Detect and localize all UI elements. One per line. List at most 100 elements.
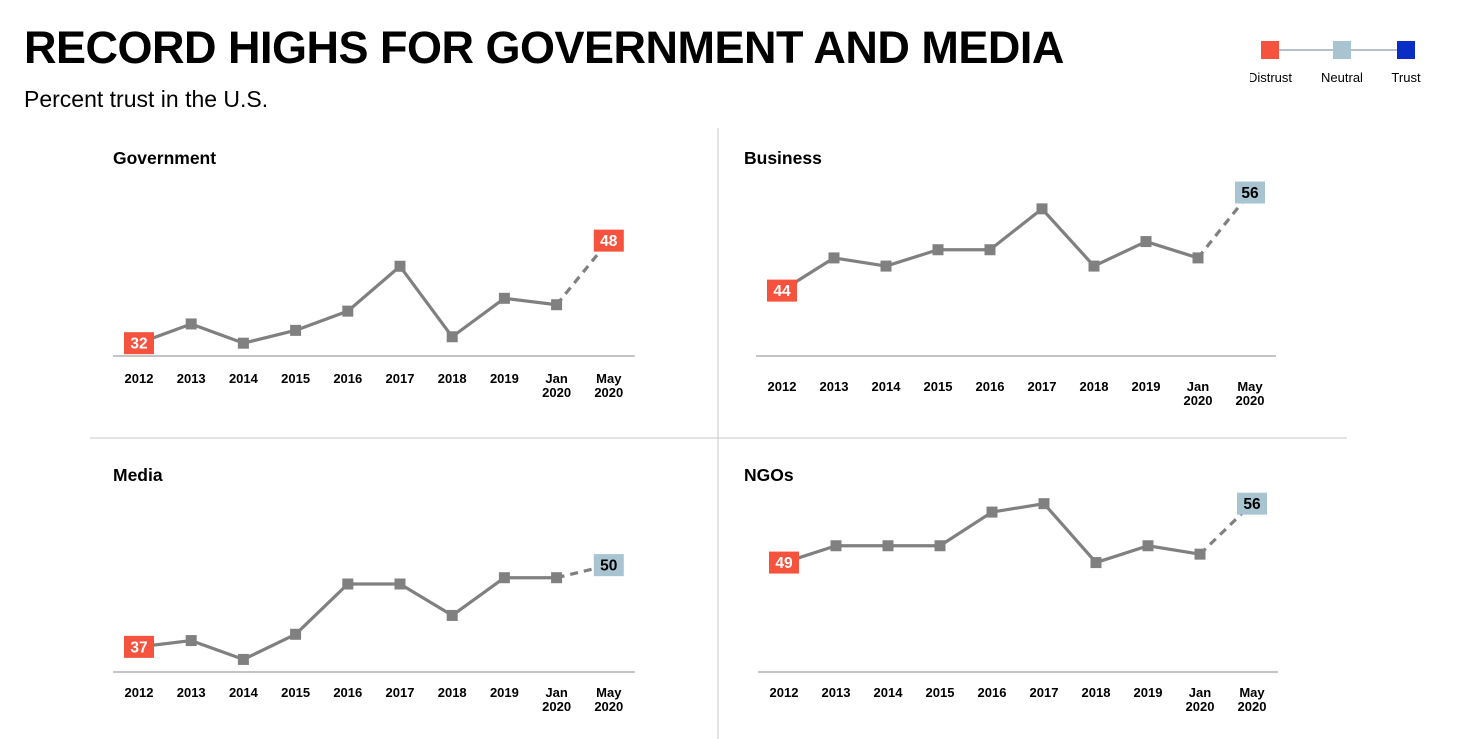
x-tick-label: Jan bbox=[545, 371, 567, 386]
x-tick-label: 2020 bbox=[594, 699, 623, 714]
data-point bbox=[498, 292, 510, 304]
series-line bbox=[138, 264, 557, 345]
x-tick-label: Jan bbox=[1189, 685, 1211, 700]
data-label: 48 bbox=[600, 233, 618, 250]
data-point bbox=[882, 540, 894, 552]
x-tick-label: 2019 bbox=[1134, 685, 1163, 700]
x-tick-label: 2020 bbox=[1186, 699, 1215, 714]
x-tick-label: 2013 bbox=[820, 379, 849, 394]
x-tick-label: 2018 bbox=[438, 685, 467, 700]
x-tick-label: 2019 bbox=[490, 371, 519, 386]
x-tick-label: May bbox=[1239, 685, 1265, 700]
data-point bbox=[394, 578, 406, 590]
data-point bbox=[1140, 236, 1152, 248]
chart-title: NGOs bbox=[744, 465, 794, 485]
data-point bbox=[185, 635, 197, 647]
data-label: 44 bbox=[773, 283, 791, 300]
x-tick-label: 2014 bbox=[229, 371, 259, 386]
data-label-box bbox=[1235, 181, 1265, 204]
data-label: 32 bbox=[130, 336, 147, 353]
data-label: 49 bbox=[775, 555, 793, 572]
x-tick-label: 2018 bbox=[1080, 379, 1109, 394]
data-point bbox=[1038, 498, 1050, 510]
data-point bbox=[446, 331, 458, 343]
data-label: 56 bbox=[1243, 496, 1261, 513]
data-label: 37 bbox=[130, 639, 147, 656]
data-label: 50 bbox=[600, 558, 617, 575]
series-line bbox=[138, 576, 557, 662]
x-tick-label: 2016 bbox=[978, 685, 1007, 700]
x-tick-label: 2020 bbox=[542, 699, 571, 714]
x-tick-label: 2014 bbox=[872, 379, 902, 394]
data-point bbox=[986, 506, 998, 518]
data-point bbox=[498, 572, 510, 584]
x-tick-label: 2015 bbox=[926, 685, 955, 700]
x-tick-label: 2012 bbox=[770, 685, 799, 700]
x-tick-label: 2020 bbox=[1184, 393, 1213, 408]
x-tick-label: May bbox=[596, 371, 622, 386]
x-tick-label: May bbox=[1237, 379, 1263, 394]
x-tick-label: 2015 bbox=[281, 685, 310, 700]
x-tick-label: 2012 bbox=[125, 685, 154, 700]
data-point bbox=[1090, 557, 1102, 569]
data-point bbox=[237, 653, 249, 665]
data-point bbox=[1036, 203, 1048, 215]
x-tick-label: 2015 bbox=[281, 371, 310, 386]
x-tick-label: 2018 bbox=[438, 371, 467, 386]
legend-swatch-distrust bbox=[1261, 41, 1279, 59]
data-point bbox=[1194, 548, 1206, 560]
data-label-box bbox=[124, 332, 154, 355]
data-point bbox=[342, 578, 354, 590]
chart-title: Business bbox=[744, 148, 822, 168]
x-tick-label: 2020 bbox=[1236, 393, 1265, 408]
x-tick-label: 2012 bbox=[125, 371, 154, 386]
data-point bbox=[1142, 540, 1154, 552]
legend: Distrust Neutral Trust bbox=[1250, 41, 1421, 85]
data-point bbox=[880, 260, 892, 272]
legend-swatch-trust bbox=[1397, 41, 1415, 59]
chart-title: Media bbox=[113, 465, 163, 485]
data-label-box bbox=[593, 554, 624, 577]
x-tick-label: 2020 bbox=[542, 385, 571, 400]
data-point bbox=[290, 628, 302, 640]
data-point bbox=[237, 337, 249, 349]
x-tick-label: 2013 bbox=[822, 685, 851, 700]
data-point bbox=[290, 324, 302, 336]
data-point bbox=[185, 318, 197, 330]
x-tick-label: Jan bbox=[545, 685, 567, 700]
page-subtitle: Percent trust in the U.S. bbox=[24, 86, 269, 112]
data-point bbox=[934, 540, 946, 552]
data-point bbox=[828, 252, 840, 264]
x-tick-label: 2015 bbox=[924, 379, 953, 394]
legend-label-distrust: Distrust bbox=[1250, 70, 1292, 85]
data-point bbox=[551, 299, 563, 311]
page-title: RECORD HIGHS FOR GOVERNMENT AND MEDIA bbox=[24, 22, 1064, 73]
x-tick-label: 2017 bbox=[1028, 379, 1057, 394]
data-point bbox=[932, 244, 944, 256]
x-tick-label: May bbox=[596, 685, 622, 700]
legend-label-trust: Trust bbox=[1391, 70, 1421, 85]
x-tick-label: 2019 bbox=[1132, 379, 1161, 394]
x-tick-label: 2014 bbox=[229, 685, 259, 700]
x-tick-label: 2012 bbox=[768, 379, 797, 394]
chart-government: Government 32 48 2012 2013 2014 2015 2016 2017 20… bbox=[113, 148, 635, 400]
x-tick-label: 2017 bbox=[386, 685, 415, 700]
x-tick-label: 2016 bbox=[333, 371, 362, 386]
data-point bbox=[551, 572, 563, 584]
x-tick-label: 2013 bbox=[177, 371, 206, 386]
x-tick-label: Jan bbox=[1187, 379, 1209, 394]
x-tick-label: 2020 bbox=[594, 385, 623, 400]
data-label-box bbox=[1237, 492, 1267, 515]
chart-title: Government bbox=[113, 148, 216, 168]
x-tick-label: 2017 bbox=[1030, 685, 1059, 700]
data-point bbox=[342, 305, 354, 317]
x-tick-label: 2019 bbox=[490, 685, 519, 700]
x-tick-label: 2016 bbox=[976, 379, 1005, 394]
data-label-box bbox=[769, 551, 799, 574]
data-point bbox=[394, 260, 406, 272]
x-tick-label: 2013 bbox=[177, 685, 206, 700]
data-point bbox=[984, 244, 996, 256]
legend-swatch-neutral bbox=[1333, 41, 1351, 59]
x-tick-label: 2014 bbox=[874, 685, 904, 700]
